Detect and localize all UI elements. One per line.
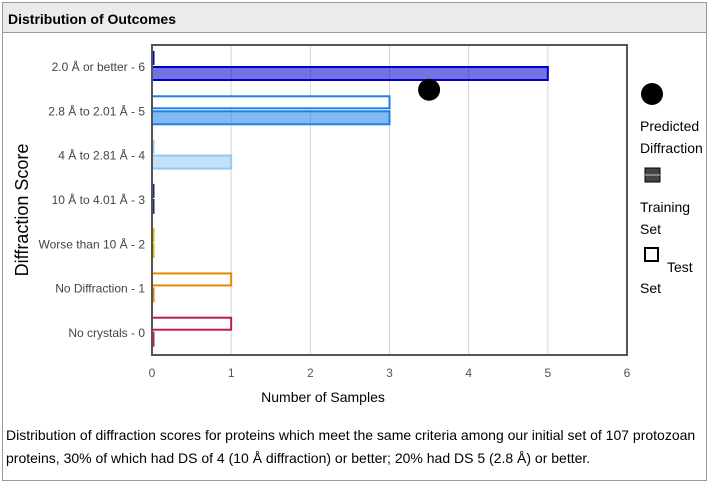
- legend-predicted-line1: Predicted: [640, 118, 700, 134]
- training-set-bar: [151, 110, 391, 126]
- diffraction-chart: 0 1 2 3 4 5 6 2.0 Å or better - 6 2.8 Å to 2.01 …: [12, 44, 663, 405]
- legend-training-label: Training Set: [640, 196, 690, 240]
- test-set-bar: [151, 316, 233, 331]
- y-tick-label: 2.8 Å to 2.01 Å - 5: [48, 103, 145, 118]
- x-tick-label: 6: [624, 366, 631, 380]
- test-set-bar: [151, 272, 233, 287]
- panel-header: Distribution of Outcomes: [3, 3, 706, 33]
- plot-frame: [151, 44, 628, 356]
- legend-training-marker: [644, 167, 661, 183]
- y-tick-label: 2.0 Å or better - 6: [52, 59, 146, 74]
- legend-test-marker: [644, 247, 659, 262]
- legend-test-label-1: Test: [667, 259, 693, 275]
- x-tick-label: 0: [149, 366, 156, 380]
- predicted-marker: [418, 78, 441, 101]
- legend-training-line1: Training: [640, 199, 691, 215]
- training-set-bar: [151, 154, 233, 170]
- x-tick-label: 5: [544, 366, 551, 380]
- y-tick-label: 10 Å to 4.01 Å - 3: [52, 192, 146, 207]
- y-axis-label: Diffraction Score: [12, 144, 32, 277]
- legend-test-label-2: Set: [640, 280, 662, 296]
- panel-title: Distribution of Outcomes: [8, 11, 176, 27]
- y-tick-label: No crystals - 0: [68, 326, 145, 340]
- y-tick-label: Worse than 10 Å - 2: [39, 236, 146, 251]
- legend-predicted-label: Predicted Diffraction: [640, 115, 703, 159]
- y-tick-label: 4 Å to 2.81 Å - 4: [58, 148, 145, 163]
- x-tick-label: 2: [307, 366, 314, 380]
- outcomes-panel: Distribution of Outcomes: [2, 2, 707, 481]
- x-tick-label: 3: [386, 366, 393, 380]
- x-tick-label: 1: [228, 366, 235, 380]
- y-tick-label: No Diffraction - 1: [55, 282, 145, 296]
- legend-predicted-line2: Diffraction: [640, 140, 703, 156]
- test-set-bar: [151, 95, 391, 110]
- x-axis-label: Number of Samples: [261, 389, 385, 405]
- chart-caption: Distribution of diffraction scores for p…: [6, 427, 696, 466]
- training-set-bar: [151, 66, 549, 81]
- x-tick-label: 4: [465, 366, 472, 380]
- legend-predicted-marker: [641, 83, 663, 105]
- legend-training-line2: Set: [640, 221, 662, 237]
